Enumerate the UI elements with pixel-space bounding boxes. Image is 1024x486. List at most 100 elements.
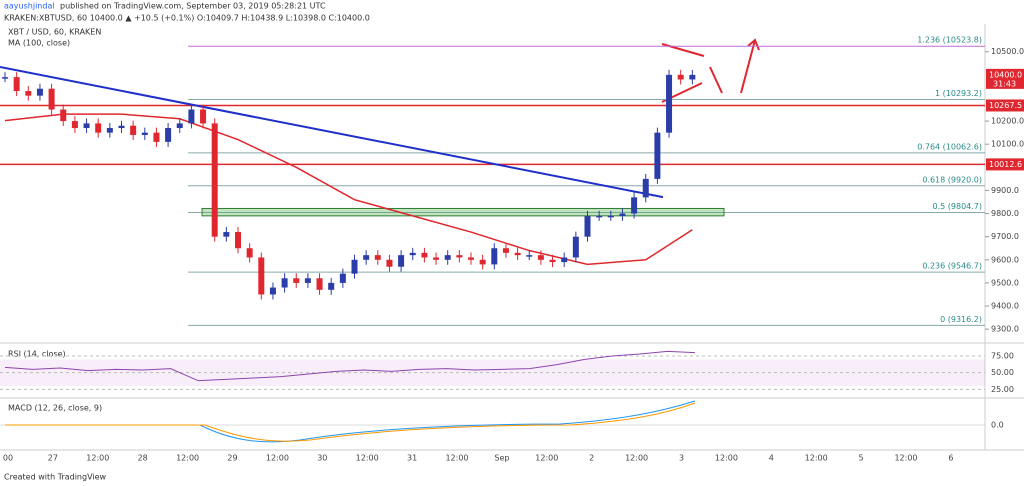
macd-label: MACD (12, 26, close, 9)	[8, 404, 102, 413]
candle	[188, 109, 195, 124]
price-tag	[986, 99, 1024, 112]
footer: Created with TradingView	[4, 473, 107, 482]
x-tick-label: 12:00	[176, 454, 199, 463]
y-tick-label: 10200.0	[991, 117, 1024, 126]
x-tick-label: 12:00	[894, 454, 917, 463]
x-tick-label: 3	[679, 454, 684, 463]
x-tick-label: 29	[227, 454, 237, 463]
candle	[514, 252, 521, 256]
rsi-tick-label: 25.00	[991, 385, 1014, 394]
x-tick-label: 00	[3, 454, 13, 463]
candle	[141, 132, 148, 135]
author[interactable]: aayushjindal	[4, 2, 55, 11]
price-tag-label: 10400.0	[989, 70, 1022, 79]
x-tick-label: 12:00	[445, 454, 468, 463]
y-tick-label: 9700.0	[991, 232, 1019, 241]
candle	[631, 197, 638, 214]
macd-line	[5, 400, 696, 443]
macd-tick-label: 0.0	[991, 421, 1004, 430]
x-tick-label: 4	[769, 454, 774, 463]
candle	[479, 259, 486, 265]
candle	[71, 121, 78, 129]
y-tick-label: 9600.0	[991, 255, 1019, 264]
candle	[304, 278, 311, 283]
x-tick-label: 12:00	[715, 454, 738, 463]
candle	[596, 215, 603, 218]
candle	[316, 278, 323, 290]
x-tick-label: 12:00	[356, 454, 379, 463]
x-tick-label: 2	[589, 454, 594, 463]
x-tick-label: 12:00	[805, 454, 828, 463]
fib-label: 0.764 (10062.6)	[917, 142, 982, 151]
y-tick-label: 9500.0	[991, 278, 1019, 287]
candle	[130, 125, 137, 135]
candle	[363, 255, 370, 260]
price-tag	[986, 68, 1024, 89]
candle	[642, 178, 649, 198]
x-tick-label: Sep	[494, 454, 509, 463]
rsi-label: RSI (14, close)	[8, 350, 66, 359]
price-tag-label: 10267.5	[989, 101, 1022, 110]
candle	[25, 91, 32, 96]
y-tick-label: 9300.0	[991, 325, 1019, 334]
fib-label: 0.618 (9920.0)	[922, 175, 982, 184]
legend: XBT / USD, 60, KRAKEN	[8, 28, 101, 37]
candle	[83, 123, 90, 129]
price-tag-sub: 31:43	[993, 79, 1016, 88]
candle	[433, 257, 440, 260]
y-tick-label: 9400.0	[991, 302, 1019, 311]
x-tick-label: 12:00	[266, 454, 289, 463]
candle	[537, 255, 544, 260]
y-tick-label: 10100.0	[991, 140, 1024, 149]
candle	[48, 88, 55, 110]
x-tick-label: 27	[48, 454, 58, 463]
candle	[619, 213, 626, 216]
candle	[654, 132, 661, 179]
candle	[689, 74, 696, 80]
candle	[677, 74, 684, 80]
x-tick-label: 12:00	[535, 454, 558, 463]
candle	[281, 278, 288, 288]
signal-line	[5, 402, 696, 442]
ma-label: MA (100, close)	[8, 39, 70, 48]
candle	[468, 257, 474, 260]
y-tick-label: 9800.0	[991, 209, 1019, 218]
candle	[374, 255, 381, 260]
x-tick-label: 6	[948, 454, 953, 463]
candle	[258, 257, 265, 295]
candle	[118, 125, 125, 129]
candle	[235, 232, 241, 249]
candle	[351, 259, 358, 274]
candle	[95, 123, 102, 133]
candle	[106, 128, 113, 133]
fib-label: 0.236 (9546.7)	[922, 262, 982, 271]
x-tick-label: 28	[138, 454, 148, 463]
fib-label: 0 (9316.2)	[940, 315, 982, 324]
candle	[398, 255, 405, 267]
x-tick-label: 30	[317, 454, 327, 463]
candle	[293, 278, 300, 283]
candle	[153, 132, 160, 142]
candle	[409, 252, 416, 256]
price-tag	[986, 158, 1024, 171]
annotation-arrows	[661, 38, 760, 103]
candle	[456, 255, 463, 258]
rsi-tick-label: 50.00	[991, 368, 1014, 377]
published: published on TradingView.com, September …	[60, 2, 326, 11]
rsi-line	[4, 350, 696, 382]
candle	[549, 259, 556, 263]
candle	[200, 109, 207, 124]
candle	[666, 74, 673, 133]
candle	[211, 123, 218, 237]
candle	[339, 273, 346, 283]
candle	[13, 77, 20, 92]
candle	[246, 248, 253, 258]
fib-label: 1 (10293.2)	[935, 89, 982, 98]
candle	[572, 236, 579, 258]
candle	[444, 255, 451, 260]
candle	[421, 252, 428, 258]
candle	[561, 257, 568, 263]
fib-label: 1.236 (10523.8)	[917, 36, 982, 45]
